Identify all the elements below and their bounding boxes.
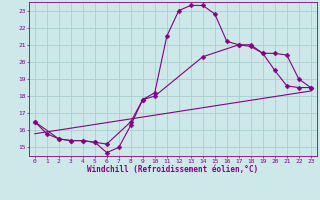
X-axis label: Windchill (Refroidissement éolien,°C): Windchill (Refroidissement éolien,°C): [87, 165, 258, 174]
